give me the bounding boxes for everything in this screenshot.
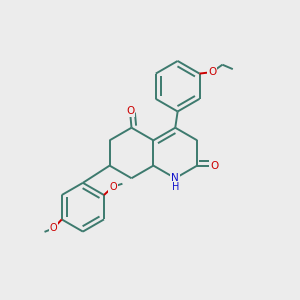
- Text: N: N: [171, 173, 179, 183]
- Text: O: O: [210, 160, 218, 171]
- Text: O: O: [126, 106, 134, 116]
- Text: O: O: [50, 223, 57, 233]
- Text: O: O: [109, 182, 117, 192]
- Text: H: H: [172, 182, 179, 192]
- Text: O: O: [208, 67, 216, 77]
